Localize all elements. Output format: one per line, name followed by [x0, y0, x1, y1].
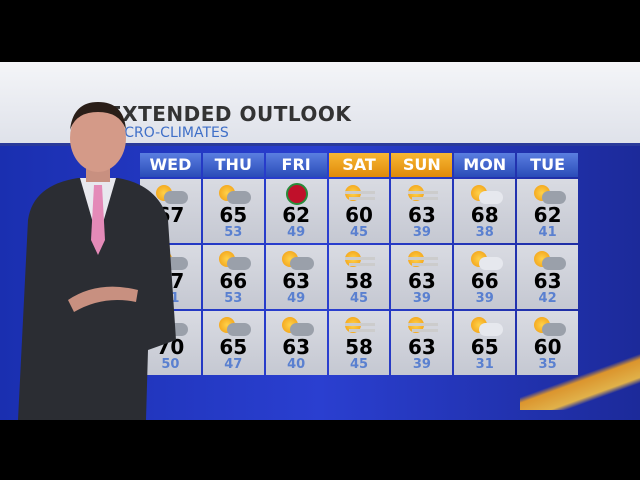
forecast-cell: 62 41 — [517, 179, 579, 243]
forecast-cell: 58 45 — [328, 311, 390, 375]
hazy-sun-icon — [404, 315, 440, 339]
letterbox-bottom — [0, 420, 640, 480]
high-temp: 63 — [282, 335, 311, 359]
high-temp: 66 — [470, 269, 499, 293]
low-temp: 45 — [349, 291, 369, 306]
mostly-cloudy-icon — [467, 183, 503, 207]
high-temp: 63 — [407, 203, 436, 227]
low-temp: 39 — [412, 225, 431, 240]
low-temp: 45 — [349, 225, 369, 240]
mostly-cloudy-icon — [467, 315, 503, 339]
hazy-sun-icon — [341, 315, 377, 339]
partly-cloudy-icon — [530, 249, 566, 273]
low-temp: 53 — [224, 225, 243, 240]
low-temp: 31 — [475, 357, 494, 372]
forecast-row: 67 65 53 62 49 60 45 63 39 68 38 62 41 — [140, 179, 579, 243]
forecast-cell: 68 38 — [454, 179, 516, 243]
high-temp: 63 — [407, 269, 436, 293]
low-temp: 39 — [475, 291, 494, 306]
mostly-cloudy-icon — [467, 249, 503, 273]
day-header-fri: FRI — [265, 153, 327, 177]
weather-graphic: EXTENDED OUTLOOK MICRO-CLIMATES WED THU FR… — [0, 62, 640, 420]
day-header-thu: THU — [202, 153, 264, 177]
hazy-sun-icon — [404, 183, 440, 207]
low-temp: 35 — [538, 357, 557, 372]
forecast-grid: WED THU FRI SAT SUN MON TUE 67 65 53 62 49 60 45 63 39… — [140, 153, 579, 375]
low-temp: 42 — [538, 291, 557, 306]
presenter — [18, 102, 176, 420]
hazy-sun-icon — [341, 183, 377, 207]
hazy-sun-icon — [404, 249, 440, 273]
high-temp: 63 — [533, 269, 562, 293]
low-temp: 49 — [287, 225, 306, 240]
partly-cloudy-icon — [530, 183, 566, 207]
forecast-cell: 66 39 — [454, 245, 516, 309]
high-temp: 65 — [219, 203, 248, 227]
forecast-cell: 66 53 — [202, 245, 264, 309]
low-temp: 45 — [349, 357, 369, 372]
page-subtitle: MICRO-CLIMATES — [108, 125, 229, 141]
forecast-cell: 65 53 — [202, 179, 264, 243]
forecast-cell: 63 39 — [391, 179, 453, 243]
partly-cloudy-icon — [278, 249, 315, 273]
forecast-cell: 65 47 — [202, 311, 264, 375]
low-temp: 47 — [224, 357, 243, 372]
partly-cloudy-icon — [215, 183, 252, 207]
forecast-row: 6751665363495845633966396342 — [140, 245, 579, 309]
day-header-tue: TUE — [517, 153, 579, 177]
letterbox-top — [0, 0, 640, 62]
forecast-cell: 62 49 — [265, 179, 327, 243]
high-temp: 58 — [345, 335, 373, 359]
high-temp: 68 — [470, 203, 499, 227]
day-header-sat: SAT — [328, 153, 390, 177]
day-header-mon: MON — [454, 153, 516, 177]
day-header-wed: WED — [140, 153, 201, 177]
partly-cloudy-icon — [152, 183, 189, 207]
low-temp: 40 — [287, 357, 306, 372]
forecast-cell: 63 42 — [517, 245, 579, 309]
hazy-sun-icon — [341, 249, 377, 273]
low-temp: 49 — [287, 291, 306, 306]
high-temp: 65 — [470, 335, 499, 359]
high-temp: 62 — [533, 203, 562, 227]
forecast-cell: 60 35 — [517, 311, 579, 375]
partly-cloudy-icon — [215, 315, 252, 339]
forecast-cell: 63 49 — [265, 245, 327, 309]
high-temp: 65 — [219, 335, 248, 359]
forecast-cell: 63 39 — [391, 311, 453, 375]
low-temp: 38 — [475, 225, 494, 240]
low-temp: 39 — [412, 291, 431, 306]
high-temp: 58 — [345, 269, 373, 293]
christmas-ornament-icon — [278, 183, 314, 207]
forecast-cell: 63 40 — [265, 311, 327, 375]
high-temp: 60 — [533, 335, 562, 359]
day-header-sun: SUN — [391, 153, 453, 177]
low-temp: 53 — [224, 291, 243, 306]
low-temp: 39 — [412, 357, 431, 372]
forecast-cell: 65 31 — [454, 311, 516, 375]
low-temp: 41 — [538, 225, 557, 240]
page-title: EXTENDED OUTLOOK — [108, 102, 352, 126]
high-temp: 63 — [282, 269, 311, 293]
day-headers: WED THU FRI SAT SUN MON TUE — [140, 153, 579, 177]
forecast-row: 70 50 65 47 63 40 58 45 63 39 65 31 60 35 — [140, 311, 579, 375]
partly-cloudy-icon — [215, 249, 252, 273]
high-temp: 66 — [219, 269, 248, 293]
high-temp: 60 — [345, 203, 373, 227]
low-temp: 50 — [161, 357, 180, 372]
high-temp: 63 — [407, 335, 436, 359]
forecast-cell: 63 39 — [391, 245, 453, 309]
forecast-cell: 60 45 — [328, 179, 390, 243]
forecast-cell: 58 45 — [328, 245, 390, 309]
partly-cloudy-icon — [278, 315, 315, 339]
high-temp: 62 — [282, 203, 311, 227]
partly-cloudy-icon — [530, 315, 566, 339]
